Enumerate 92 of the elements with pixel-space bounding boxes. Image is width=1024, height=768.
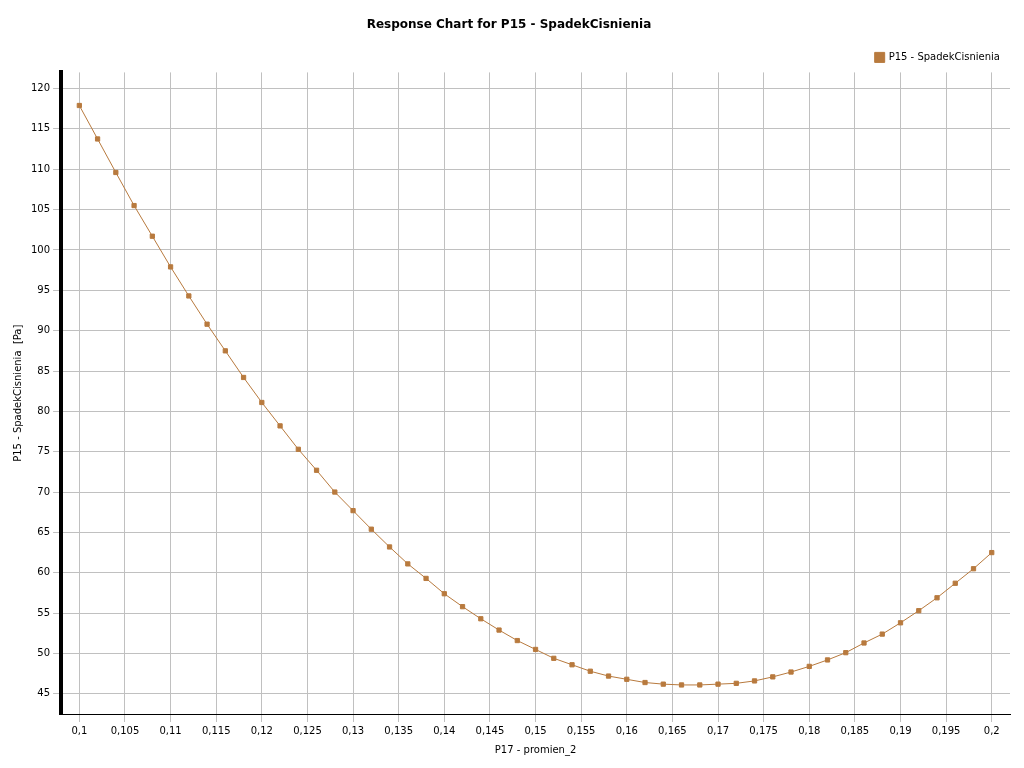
y-axis-title: P15 - SpadekCisnienia [Pa] bbox=[11, 324, 23, 462]
point bbox=[313, 467, 320, 473]
point bbox=[204, 321, 210, 327]
x-tick-label: 0,1 bbox=[71, 724, 88, 736]
y-tick-label: 65 bbox=[37, 526, 51, 538]
x-tick-label: 0,175 bbox=[749, 724, 778, 736]
x-axis-title: P17 - promien_2 bbox=[494, 743, 577, 756]
point bbox=[788, 669, 794, 675]
x-tick-label: 0,155 bbox=[566, 724, 596, 736]
point bbox=[113, 169, 119, 176]
point bbox=[642, 679, 648, 686]
point bbox=[532, 646, 539, 653]
x-tick-label: 0,115 bbox=[201, 724, 231, 736]
x-tick-label: 0,12 bbox=[250, 724, 273, 736]
point bbox=[569, 662, 575, 668]
y-tick-label: 95 bbox=[37, 283, 51, 295]
point bbox=[806, 663, 812, 670]
x-tick-label: 0,185 bbox=[840, 724, 870, 736]
x-tick-label: 0,11 bbox=[159, 724, 182, 736]
y-tick-label: 110 bbox=[30, 162, 51, 174]
point bbox=[843, 650, 849, 656]
point bbox=[733, 680, 739, 686]
y-tick-label: 90 bbox=[37, 324, 51, 336]
x-tick-label: 0,19 bbox=[889, 724, 912, 736]
point bbox=[186, 293, 192, 299]
point bbox=[897, 620, 904, 626]
y-tick-label: 50 bbox=[37, 647, 51, 659]
x-tick-label: 0,14 bbox=[433, 724, 456, 736]
point bbox=[678, 682, 685, 688]
chart-title: Response Chart for P15 - SpadekCisnienia bbox=[366, 17, 652, 32]
x-tick-label: 0,13 bbox=[341, 724, 365, 736]
point bbox=[368, 526, 374, 532]
y-tick-label: 115 bbox=[30, 122, 51, 134]
x-tick-label: 0,15 bbox=[524, 724, 547, 736]
point bbox=[149, 233, 155, 239]
x-tick-label: 0,17 bbox=[706, 724, 730, 736]
point bbox=[459, 604, 466, 610]
x-tick-label: 0,18 bbox=[798, 724, 821, 736]
point bbox=[934, 595, 940, 601]
point bbox=[879, 631, 885, 637]
x-tick-label: 0,105 bbox=[110, 724, 140, 736]
point bbox=[514, 637, 520, 644]
y-tick-label: 75 bbox=[37, 445, 51, 457]
point bbox=[970, 566, 977, 572]
point bbox=[824, 657, 831, 663]
point bbox=[259, 399, 265, 406]
point bbox=[222, 348, 228, 354]
point bbox=[989, 549, 995, 556]
y-tick-label: 60 bbox=[37, 566, 51, 578]
point bbox=[76, 102, 82, 109]
point bbox=[131, 202, 137, 209]
y-tick-label: 80 bbox=[37, 404, 51, 416]
x-tick-label: 0,16 bbox=[615, 724, 638, 736]
point bbox=[861, 640, 867, 646]
y-tick-label: 120 bbox=[30, 82, 51, 94]
point bbox=[496, 627, 502, 633]
y-tick-label: 85 bbox=[37, 364, 51, 376]
point bbox=[751, 678, 758, 684]
y-tick-label: 55 bbox=[37, 606, 51, 618]
y-tick-label: 45 bbox=[37, 687, 51, 699]
point bbox=[441, 591, 447, 597]
point bbox=[332, 489, 338, 495]
point bbox=[916, 608, 922, 614]
x-tick-label: 0,165 bbox=[658, 724, 687, 736]
y-tick-label: 105 bbox=[30, 203, 51, 215]
point bbox=[386, 544, 393, 550]
legend-label: P15 - SpadekCisnienia bbox=[888, 50, 1001, 62]
point bbox=[240, 374, 247, 381]
y-tick-label: 100 bbox=[30, 243, 51, 255]
y-tick-label: 70 bbox=[37, 485, 51, 497]
point bbox=[94, 136, 101, 142]
x-tick-label: 0,195 bbox=[931, 724, 961, 736]
point bbox=[405, 561, 411, 567]
x-tick-label: 0,2 bbox=[983, 724, 1000, 736]
point bbox=[715, 681, 721, 687]
point bbox=[350, 508, 356, 514]
x-tick-label: 0,145 bbox=[475, 724, 505, 736]
point bbox=[697, 682, 703, 688]
point bbox=[660, 681, 666, 687]
point bbox=[478, 616, 484, 622]
point bbox=[167, 264, 174, 270]
point bbox=[605, 673, 612, 679]
x-tick-label: 0,135 bbox=[384, 724, 413, 736]
point bbox=[295, 446, 301, 452]
point bbox=[952, 580, 958, 586]
point bbox=[277, 423, 283, 429]
point bbox=[587, 668, 593, 674]
point bbox=[423, 575, 429, 582]
point bbox=[551, 655, 557, 661]
point bbox=[624, 676, 630, 682]
point bbox=[770, 674, 776, 680]
x-tick-label: 0,125 bbox=[293, 724, 322, 736]
